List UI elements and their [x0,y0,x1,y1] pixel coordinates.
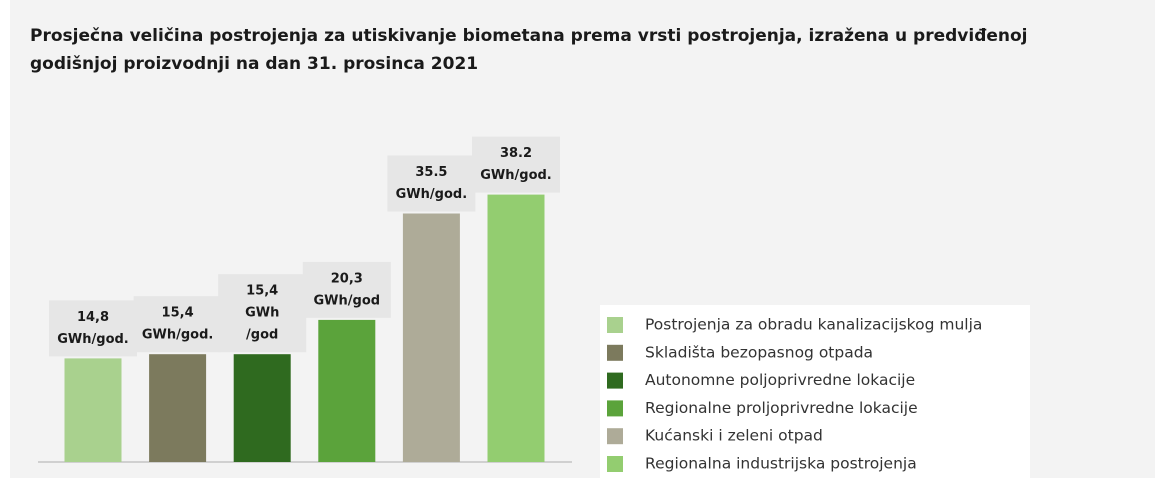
data-label: GWh/god. [142,328,214,343]
bar [149,354,207,462]
legend-swatch [607,428,623,445]
legend-label: Skladišta bezopasnog otpada [645,343,873,361]
data-label: 15,4 [162,306,194,321]
bar [233,354,291,462]
legend-swatch [607,456,623,472]
label-box [472,136,560,193]
legend-swatch [607,372,623,389]
data-label: GWh/god. [396,187,468,202]
bar [402,213,460,462]
data-label: GWh [245,306,279,321]
data-label: 35.5 [415,165,447,180]
bar [318,319,376,462]
legend-label: Regionalne proljoprivredne lokacije [645,399,918,417]
data-label: GWh/god. [57,332,129,347]
legend-label: Kućanski i zeleni otpad [645,427,823,445]
data-label: GWh/god. [480,168,552,183]
legend-label: Autonomne poljoprivredne lokacije [645,371,915,389]
legend-swatch [607,400,623,417]
legend-swatch [607,344,623,361]
data-label: 14,8 [77,310,109,325]
label-box [218,274,307,353]
data-label: 20,3 [331,271,363,286]
legend-label: Postrojenja za obradu kanalizacijskog mu… [645,316,982,334]
legend-box [600,305,1030,485]
label-box [387,155,476,212]
chart-title: Prosječna veličina postrojenja za utiski… [30,26,1028,74]
data-label: 38.2 [500,146,532,161]
data-label: 15,4 [246,284,278,299]
data-label: /god [246,328,278,343]
bar [487,194,545,462]
label-box [302,261,391,318]
label-box [49,300,137,357]
label-box [133,296,222,353]
bar [64,358,122,462]
legend-label: Regionalna industrijska postrojenja [645,455,917,473]
data-label: GWh/god [314,293,381,308]
legend-swatch [607,317,623,333]
